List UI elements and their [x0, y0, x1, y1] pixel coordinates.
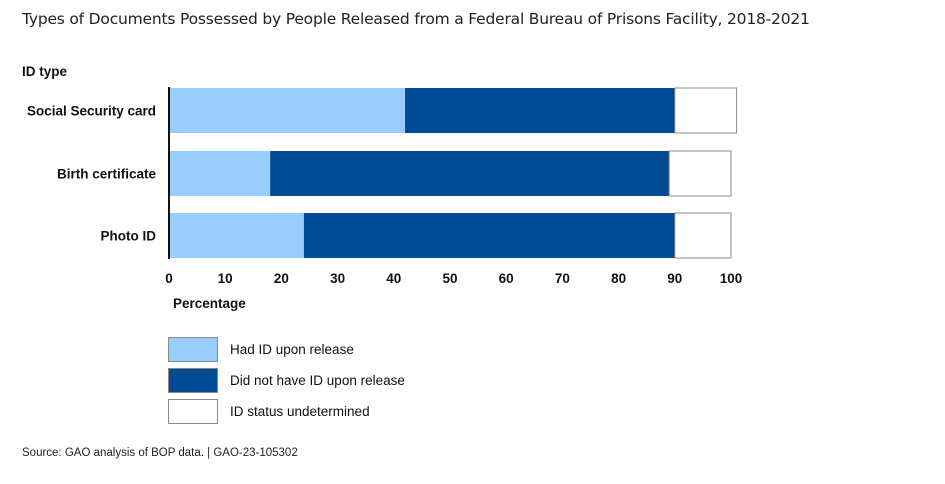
- x-tick-label: 90: [667, 271, 682, 286]
- x-axis-title: Percentage: [173, 296, 246, 311]
- chart-title: Types of Documents Possessed by People R…: [22, 10, 810, 28]
- source-note: Source: GAO analysis of BOP data. | GAO-…: [22, 447, 298, 459]
- category-labels: Social Security card Birth certificate Pho…: [27, 104, 157, 244]
- x-tick-label: 40: [386, 271, 401, 286]
- x-tick-label: 70: [555, 271, 570, 286]
- bar-segment-social-security-card-1: [405, 88, 675, 133]
- legend-swatch-undetermined: [168, 399, 218, 424]
- x-tick-label: 20: [274, 271, 289, 286]
- x-tick-label: 30: [330, 271, 345, 286]
- bar-segment-social-security-card-2: [674, 87, 738, 134]
- y-axis-title: ID type: [22, 64, 68, 79]
- category-label: Photo ID: [101, 229, 157, 244]
- bar-segment-photo-id-0: [169, 213, 304, 258]
- x-tick-label: 10: [218, 271, 233, 286]
- legend-item-had-id: Had ID upon release: [168, 334, 405, 365]
- legend-item-undetermined: ID status undetermined: [168, 396, 405, 427]
- category-label: Social Security card: [27, 104, 156, 119]
- legend-label: ID status undetermined: [230, 404, 370, 419]
- legend-swatch-had-id: [168, 337, 218, 362]
- legend-label: Had ID upon release: [230, 342, 354, 357]
- legend-swatch-did-not-have-id: [168, 368, 218, 393]
- legend-label: Did not have ID upon release: [230, 373, 405, 388]
- bar-chart: ID type Social Security card Birth certif…: [22, 64, 742, 311]
- legend: Had ID upon release Did not have ID upon…: [168, 334, 405, 427]
- bar-segment-birth-certificate-0: [169, 151, 271, 196]
- bars-group: [169, 87, 738, 259]
- x-tick-labels: 0 10 20 30 40 50 60 70 80 90 100: [165, 271, 742, 286]
- category-label: Birth certificate: [57, 167, 157, 182]
- bar-segment-birth-certificate-1: [270, 151, 670, 196]
- bar-segment-photo-id-1: [303, 213, 675, 258]
- x-tick-label: 50: [442, 271, 457, 286]
- x-tick-label: 100: [720, 271, 743, 286]
- legend-item-did-not-have-id: Did not have ID upon release: [168, 365, 405, 396]
- x-tick-label: 60: [499, 271, 514, 286]
- bar-segment-photo-id-2: [674, 212, 732, 259]
- bar-segment-birth-certificate-2: [668, 150, 732, 197]
- bar-segment-social-security-card-0: [169, 88, 406, 133]
- x-tick-label: 80: [611, 271, 626, 286]
- x-tick-label: 0: [165, 271, 173, 286]
